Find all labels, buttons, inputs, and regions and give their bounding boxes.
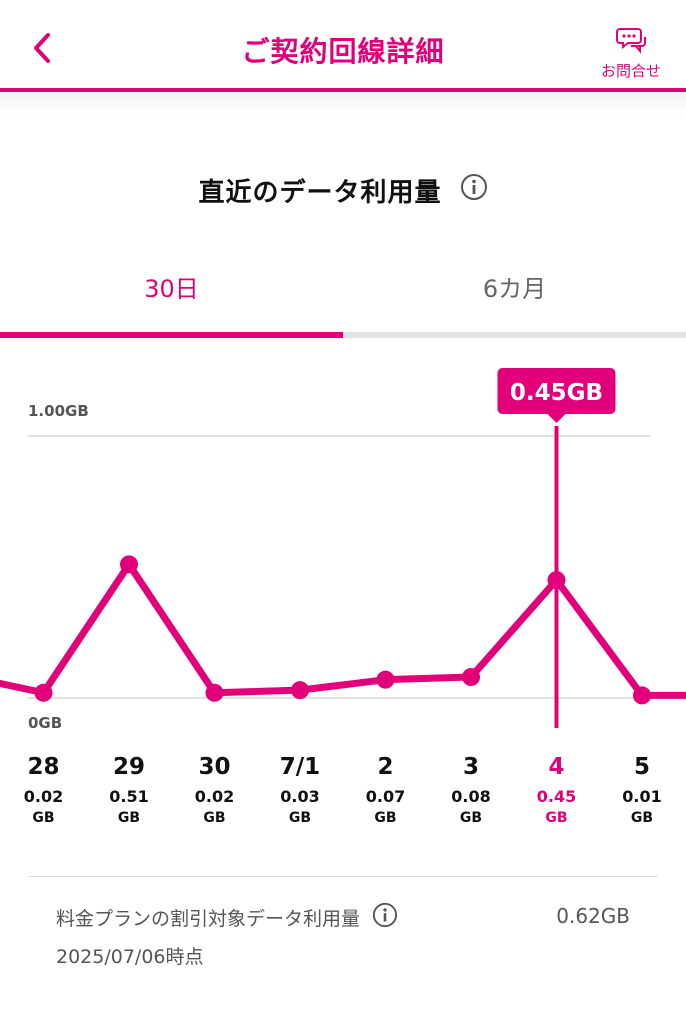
day-value: 0.07	[365, 787, 406, 806]
day-column[interactable]: 29 0.51 GB	[86, 752, 172, 828]
data-point-30	[205, 683, 224, 702]
app-header: ご契約回線詳細 お問合せ	[0, 0, 686, 92]
header-shadow	[0, 92, 686, 114]
day-unit: GB	[459, 810, 483, 826]
divider	[28, 876, 658, 877]
day-label: 2	[377, 754, 394, 780]
day-unit: GB	[117, 810, 141, 826]
data-point-2	[376, 670, 395, 689]
day-label: 5	[633, 754, 650, 780]
day-label: 4	[548, 754, 565, 780]
day-column[interactable]: 4 0.45 GB	[514, 752, 600, 828]
day-unit: GB	[630, 810, 654, 826]
page-title: ご契約回線詳細	[241, 35, 445, 68]
contact-label: お問合せ	[600, 62, 661, 80]
info-icon[interactable]	[372, 902, 398, 933]
discount-data-label: 料金プランの割引対象データ利用量	[56, 902, 398, 933]
day-column[interactable]: 2 0.07 GB	[343, 752, 429, 828]
info-icon[interactable]	[460, 173, 488, 208]
day-value: 0.45	[536, 787, 577, 806]
data-point-5	[633, 686, 651, 705]
day-column[interactable]: 28 0.02 GB	[1, 752, 87, 828]
day-label: 28	[27, 754, 60, 780]
series-line	[0, 560, 686, 699]
day-value: 0.02	[194, 787, 235, 806]
day-value: 0.08	[451, 787, 491, 806]
discount-data-label-text: 料金プランの割引対象データ利用量	[56, 908, 361, 930]
usage-line-chart: 1.00GB 0GB 0.45GB	[0, 368, 686, 732]
day-unit: GB	[374, 810, 397, 826]
data-point-29	[120, 555, 138, 574]
day-label: 29	[112, 754, 145, 780]
tooltip-pointer	[547, 414, 566, 423]
data-point-3	[462, 668, 480, 687]
day-value: 0.02	[23, 787, 64, 806]
section-title: 直近のデータ利用量	[0, 172, 686, 209]
data-point-4	[547, 571, 566, 590]
day-column[interactable]: 5 0.01 GB	[599, 752, 685, 828]
tab-indicator-track	[0, 332, 686, 338]
data-point-28	[34, 683, 53, 702]
tab-indicator-active	[0, 332, 343, 338]
tab-6-months[interactable]: 6カ月	[482, 275, 547, 303]
chevron-left-icon	[34, 33, 50, 63]
day-column[interactable]: 7/1 0.03 GB	[257, 752, 343, 828]
day-label: 7/1	[279, 754, 321, 780]
data-point-7/1	[291, 681, 309, 700]
day-value: 0.51	[109, 787, 149, 806]
back-button[interactable]	[28, 30, 58, 66]
ytick-label-max: 1.00GB	[28, 402, 89, 420]
day-label: 30	[198, 754, 231, 780]
contact-button[interactable]: お問合せ	[594, 26, 668, 82]
day-column[interactable]: 30 0.02 GB	[172, 752, 258, 828]
day-value: 0.01	[622, 787, 662, 806]
chat-bubbles-icon	[616, 28, 646, 54]
day-column[interactable]: 3 0.08 GB	[428, 752, 514, 828]
day-unit: GB	[32, 810, 55, 826]
day-value: 0.03	[280, 787, 320, 806]
tooltip-box	[497, 368, 616, 414]
day-unit: GB	[203, 810, 226, 826]
day-label: 3	[462, 754, 479, 780]
tab-30-days[interactable]: 30日	[144, 275, 199, 303]
section-title-text: 直近のデータ利用量	[198, 178, 442, 208]
discount-data-value: 0.62GB	[556, 904, 630, 928]
day-unit: GB	[288, 810, 312, 826]
as-of-date: 2025/07/06時点	[56, 946, 204, 968]
period-tabs: 30日 6カ月	[0, 262, 686, 338]
ytick-label-min: 0GB	[28, 714, 62, 732]
day-unit: GB	[545, 810, 568, 826]
tooltip-label: 0.45GB	[510, 380, 603, 406]
